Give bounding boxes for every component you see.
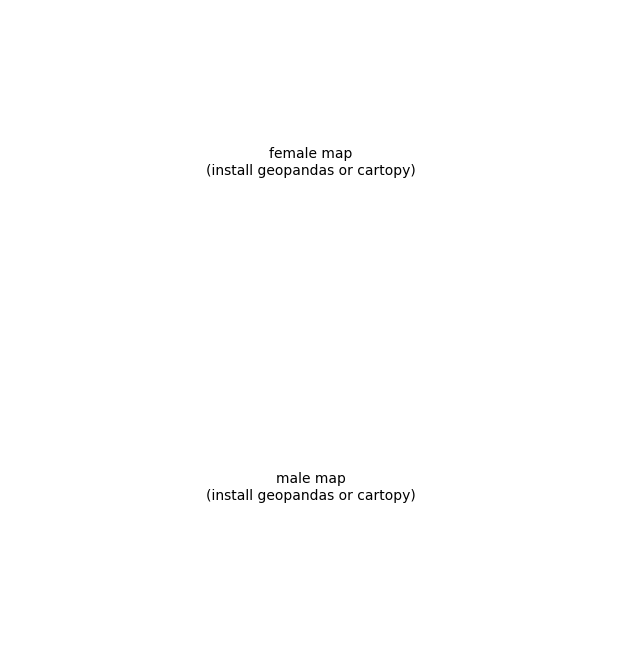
Text: male map
(install geopandas or cartopy): male map (install geopandas or cartopy): [206, 473, 415, 502]
Text: female map
(install geopandas or cartopy): female map (install geopandas or cartopy…: [206, 148, 415, 177]
